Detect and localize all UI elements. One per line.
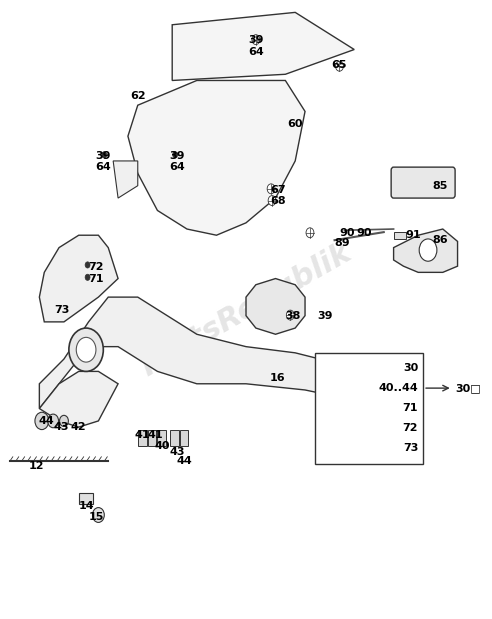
Text: 39: 39: [95, 151, 111, 161]
Text: 71: 71: [88, 274, 104, 284]
Circle shape: [268, 196, 276, 206]
Bar: [79, 493, 93, 504]
Text: 16: 16: [270, 373, 286, 383]
Circle shape: [76, 337, 96, 362]
Text: 90: 90: [339, 228, 355, 238]
Text: 86: 86: [432, 235, 448, 245]
Polygon shape: [128, 80, 305, 235]
Text: 39: 39: [317, 311, 333, 321]
Bar: [138, 430, 147, 446]
Circle shape: [85, 274, 90, 280]
Bar: [157, 430, 166, 446]
Text: 40..44: 40..44: [378, 383, 418, 393]
Bar: [394, 232, 406, 239]
Polygon shape: [394, 229, 458, 272]
Text: 91: 91: [405, 230, 421, 240]
Bar: [170, 430, 179, 446]
Text: 43: 43: [169, 447, 185, 457]
Text: 42: 42: [71, 422, 87, 432]
Text: 64: 64: [95, 162, 111, 172]
Text: 40: 40: [154, 441, 170, 451]
Polygon shape: [246, 279, 305, 334]
Text: PartsRepublik: PartsRepublik: [136, 238, 356, 381]
Circle shape: [85, 262, 90, 268]
Text: 43: 43: [54, 422, 69, 432]
Text: 65: 65: [332, 60, 347, 70]
Circle shape: [92, 508, 104, 522]
Circle shape: [102, 152, 107, 158]
Polygon shape: [113, 161, 138, 198]
Circle shape: [286, 310, 294, 320]
Polygon shape: [344, 384, 403, 421]
Circle shape: [60, 415, 68, 426]
Text: 90: 90: [356, 228, 372, 238]
Bar: [148, 430, 156, 446]
Text: 38: 38: [285, 311, 301, 321]
Polygon shape: [39, 371, 118, 427]
Circle shape: [173, 152, 178, 158]
Text: 73: 73: [403, 443, 418, 452]
Polygon shape: [172, 12, 354, 80]
Text: 41: 41: [147, 430, 163, 440]
Text: 12: 12: [29, 461, 45, 471]
Polygon shape: [39, 297, 359, 409]
Text: 64: 64: [169, 162, 185, 172]
Text: 39: 39: [169, 151, 185, 161]
Circle shape: [306, 228, 314, 238]
Text: 73: 73: [54, 305, 69, 314]
Text: 14: 14: [78, 501, 94, 511]
Text: 67: 67: [270, 185, 286, 195]
FancyBboxPatch shape: [391, 167, 455, 198]
Circle shape: [419, 239, 437, 261]
Circle shape: [252, 35, 260, 45]
Text: 85: 85: [432, 181, 448, 191]
Text: 60: 60: [287, 119, 303, 129]
Text: 44: 44: [177, 456, 192, 466]
Text: 30□: 30□: [455, 383, 481, 393]
Text: 71: 71: [402, 403, 418, 413]
Text: 41: 41: [135, 430, 151, 440]
Circle shape: [69, 328, 103, 371]
Text: 44: 44: [39, 416, 55, 426]
Circle shape: [48, 414, 59, 428]
Text: 30: 30: [403, 363, 418, 373]
Text: 68: 68: [270, 196, 286, 206]
Text: 62: 62: [130, 91, 146, 101]
Bar: [180, 430, 188, 446]
Text: 72: 72: [402, 423, 418, 433]
Text: 39: 39: [248, 35, 264, 45]
Polygon shape: [39, 235, 118, 322]
Text: 72: 72: [88, 262, 104, 272]
Circle shape: [336, 61, 343, 71]
Text: 89: 89: [334, 238, 350, 248]
Bar: [315, 353, 423, 464]
Circle shape: [35, 412, 49, 430]
Text: 64: 64: [248, 47, 264, 57]
Text: 15: 15: [88, 512, 104, 522]
Circle shape: [267, 184, 275, 194]
